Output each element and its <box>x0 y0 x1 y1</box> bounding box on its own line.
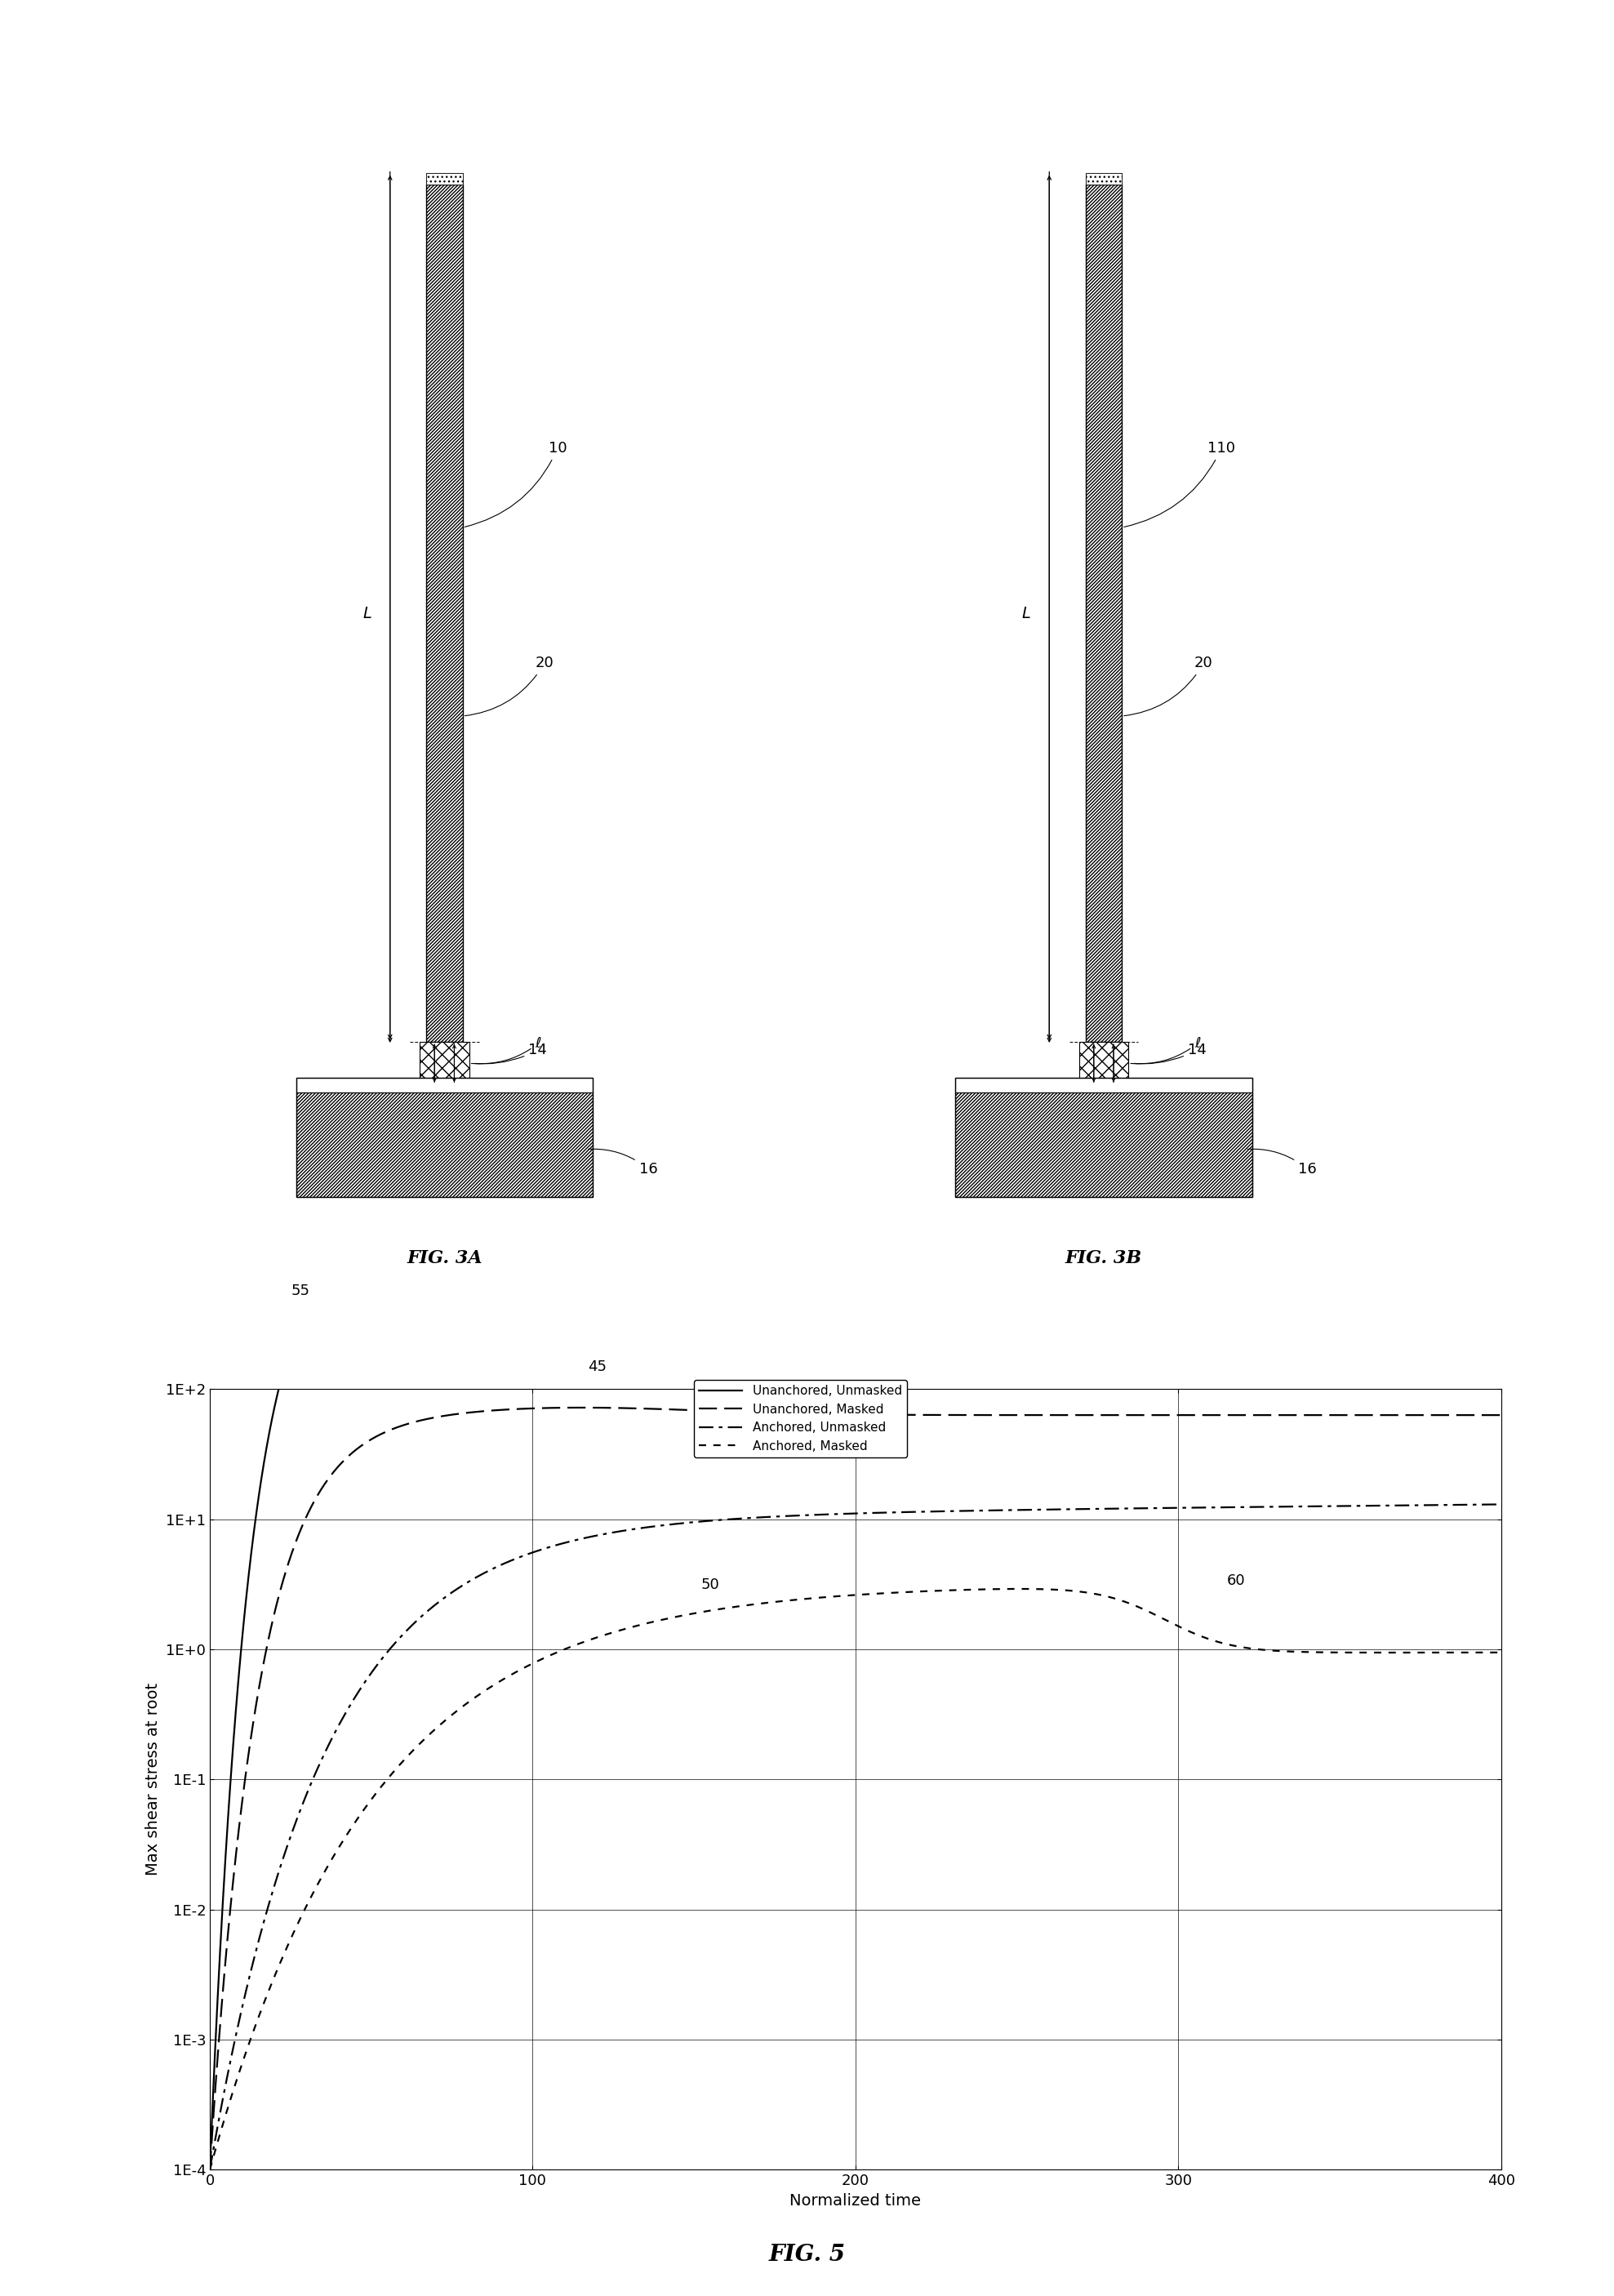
X-axis label: Normalized time: Normalized time <box>789 2193 922 2209</box>
Unanchored, Masked <box>1453 1401 1472 1428</box>
Unanchored, Masked <box>1491 1401 1511 1428</box>
Unanchored, Unmasked <box>200 2156 220 2183</box>
Anchored, Masked <box>1010 1575 1030 1603</box>
Anchored, Masked <box>1138 1598 1157 1626</box>
Unanchored, Unmasked <box>813 1336 833 1364</box>
Unanchored, Masked <box>571 1394 591 1421</box>
Line: Unanchored, Masked: Unanchored, Masked <box>210 1407 1501 2170</box>
Bar <box>1078 1042 1128 1084</box>
Anchored, Unmasked <box>1138 1495 1157 1522</box>
Bar <box>420 1042 470 1084</box>
Bar <box>955 1079 1252 1093</box>
Text: ℓ: ℓ <box>1135 1035 1201 1063</box>
Bar <box>426 172 463 184</box>
Anchored, Masked <box>200 2156 220 2183</box>
Text: 45: 45 <box>587 1359 607 1375</box>
Anchored, Unmasked <box>752 1504 771 1531</box>
Text: 16: 16 <box>589 1148 657 1176</box>
Anchored, Masked <box>813 1584 833 1612</box>
Anchored, Masked <box>1491 1639 1511 1667</box>
Bar <box>295 1093 592 1196</box>
Text: FIG. 3B: FIG. 3B <box>1065 1249 1143 1267</box>
Unanchored, Masked <box>813 1401 833 1428</box>
Bar <box>1086 184 1122 1042</box>
Anchored, Masked <box>1388 1639 1407 1667</box>
Text: 16: 16 <box>1248 1148 1317 1176</box>
Line: Anchored, Unmasked: Anchored, Unmasked <box>210 1504 1501 2170</box>
Anchored, Unmasked <box>813 1502 833 1529</box>
Bar <box>1086 172 1122 184</box>
Line: Unanchored, Unmasked: Unanchored, Unmasked <box>210 1350 1501 2170</box>
Unanchored, Masked <box>754 1398 773 1426</box>
Text: FIG. 3A: FIG. 3A <box>407 1249 483 1267</box>
Text: 14: 14 <box>1131 1042 1206 1063</box>
Anchored, Unmasked <box>742 1504 762 1531</box>
Text: L: L <box>363 606 371 620</box>
Unanchored, Masked <box>200 2156 220 2183</box>
Bar <box>295 1079 592 1196</box>
Unanchored, Unmasked <box>1388 1336 1407 1364</box>
Bar <box>426 172 463 184</box>
Text: 10: 10 <box>465 441 567 528</box>
Text: ℓ: ℓ <box>475 1035 541 1063</box>
Text: 60: 60 <box>1227 1573 1244 1589</box>
Text: 14: 14 <box>471 1042 547 1063</box>
Unanchored, Unmasked <box>1453 1336 1472 1364</box>
Unanchored, Masked <box>742 1398 762 1426</box>
Text: 20: 20 <box>465 657 554 716</box>
Anchored, Unmasked <box>1451 1490 1470 1518</box>
Anchored, Unmasked <box>1491 1490 1511 1518</box>
Unanchored, Unmasked <box>1491 1336 1511 1364</box>
Bar <box>1086 172 1122 184</box>
Bar <box>955 1093 1252 1196</box>
Anchored, Masked <box>1453 1639 1472 1667</box>
Unanchored, Unmasked <box>279 1336 299 1364</box>
Text: FIG. 5: FIG. 5 <box>768 2243 846 2266</box>
Bar <box>295 1079 592 1093</box>
Text: 110: 110 <box>1123 441 1235 528</box>
Y-axis label: Max shear stress at root: Max shear stress at root <box>145 1683 161 1876</box>
Unanchored, Unmasked <box>1138 1336 1157 1364</box>
Text: 20: 20 <box>1123 657 1212 716</box>
Text: 55: 55 <box>291 1283 310 1297</box>
Unanchored, Masked <box>1138 1401 1157 1428</box>
Unanchored, Unmasked <box>742 1336 762 1364</box>
Text: L: L <box>1022 606 1031 620</box>
Bar <box>955 1079 1252 1196</box>
Line: Anchored, Masked: Anchored, Masked <box>210 1589 1501 2170</box>
Anchored, Masked <box>752 1589 771 1616</box>
Legend: Unanchored, Unmasked, Unanchored, Masked, Anchored, Unmasked, Anchored, Masked: Unanchored, Unmasked, Unanchored, Masked… <box>694 1380 907 1458</box>
Anchored, Unmasked <box>1388 1492 1407 1520</box>
Anchored, Masked <box>742 1591 762 1619</box>
Bar <box>426 184 463 1042</box>
Unanchored, Unmasked <box>754 1336 773 1364</box>
Unanchored, Masked <box>1388 1401 1407 1428</box>
Text: 50: 50 <box>700 1577 720 1593</box>
Anchored, Unmasked <box>200 2156 220 2183</box>
